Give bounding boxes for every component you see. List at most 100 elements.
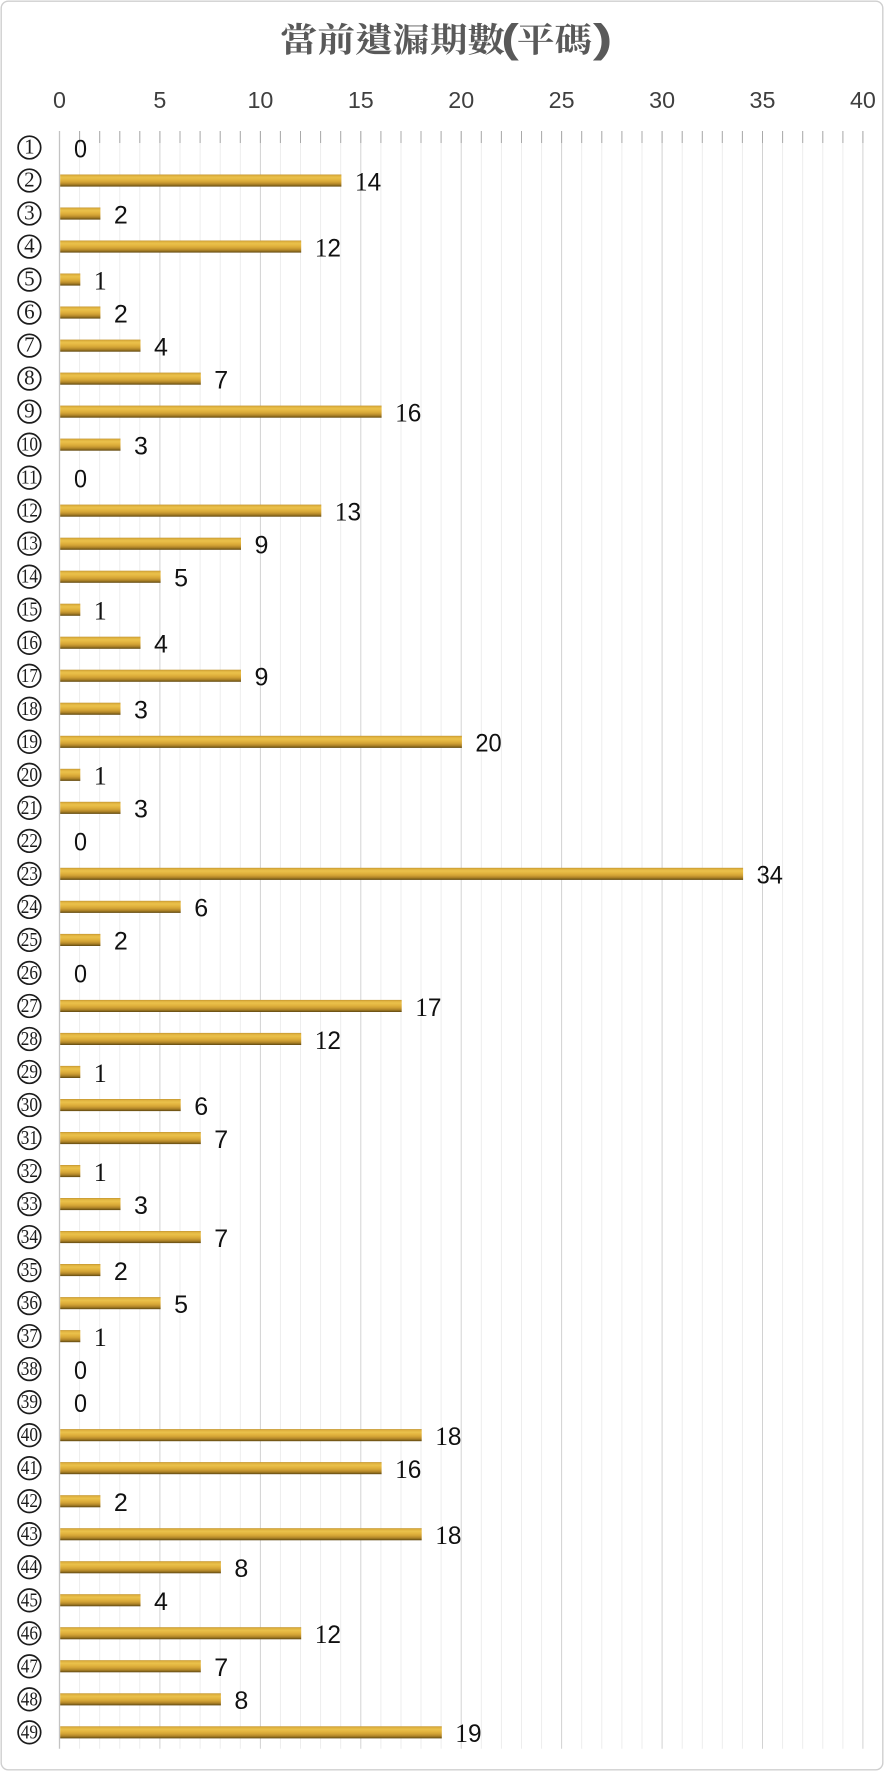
svg-text:20: 20 bbox=[475, 730, 501, 758]
svg-text:1: 1 bbox=[94, 1323, 107, 1352]
svg-text:1: 1 bbox=[94, 762, 107, 791]
svg-text:19: 19 bbox=[455, 1719, 481, 1748]
svg-text:4: 4 bbox=[154, 1588, 168, 1616]
svg-text:14: 14 bbox=[355, 167, 381, 196]
svg-text:4: 4 bbox=[154, 631, 168, 659]
svg-text:36: 36 bbox=[21, 1292, 38, 1314]
svg-text:0: 0 bbox=[74, 135, 87, 163]
svg-text:11: 11 bbox=[21, 467, 38, 489]
svg-text:7: 7 bbox=[214, 1654, 228, 1682]
svg-text:12: 12 bbox=[315, 233, 341, 262]
svg-text:3: 3 bbox=[134, 433, 148, 461]
svg-text:4: 4 bbox=[154, 333, 168, 361]
svg-text:7: 7 bbox=[24, 333, 35, 357]
svg-text:12: 12 bbox=[21, 500, 38, 522]
svg-text:6: 6 bbox=[194, 895, 208, 923]
svg-text:27: 27 bbox=[21, 995, 38, 1017]
svg-text:0: 0 bbox=[74, 1357, 87, 1385]
svg-text:30: 30 bbox=[649, 87, 675, 113]
svg-text:7: 7 bbox=[214, 1126, 228, 1154]
svg-text:6: 6 bbox=[194, 1093, 208, 1121]
svg-text:39: 39 bbox=[21, 1391, 38, 1413]
svg-text:2: 2 bbox=[114, 1258, 128, 1286]
svg-text:3: 3 bbox=[134, 796, 148, 824]
svg-text:2: 2 bbox=[24, 168, 35, 192]
svg-text:3: 3 bbox=[24, 201, 35, 225]
svg-text:4: 4 bbox=[24, 234, 35, 258]
svg-text:40: 40 bbox=[21, 1424, 38, 1446]
svg-text:31: 31 bbox=[21, 1127, 38, 1149]
svg-text:10: 10 bbox=[247, 87, 273, 113]
svg-text:0: 0 bbox=[74, 961, 87, 989]
svg-text:45: 45 bbox=[21, 1589, 38, 1611]
svg-text:13: 13 bbox=[335, 498, 361, 527]
svg-text:25: 25 bbox=[21, 929, 38, 951]
svg-text:15: 15 bbox=[348, 87, 374, 113]
svg-text:): ) bbox=[593, 17, 613, 61]
svg-text:16: 16 bbox=[21, 632, 38, 654]
svg-text:8: 8 bbox=[24, 366, 35, 390]
svg-text:41: 41 bbox=[21, 1457, 38, 1479]
svg-text:2: 2 bbox=[114, 201, 128, 229]
svg-text:5: 5 bbox=[24, 267, 35, 291]
svg-text:0: 0 bbox=[53, 87, 66, 113]
svg-text:29: 29 bbox=[21, 1061, 38, 1083]
svg-text:17: 17 bbox=[21, 665, 38, 687]
svg-text:18: 18 bbox=[435, 1521, 461, 1550]
svg-text:30: 30 bbox=[21, 1094, 38, 1116]
svg-text:0: 0 bbox=[74, 466, 87, 494]
svg-text:7: 7 bbox=[214, 366, 228, 394]
svg-text:3: 3 bbox=[134, 697, 148, 725]
svg-text:1: 1 bbox=[24, 135, 35, 159]
svg-text:1: 1 bbox=[94, 266, 107, 295]
svg-text:33: 33 bbox=[21, 1193, 38, 1215]
svg-text:19: 19 bbox=[21, 731, 38, 753]
svg-text:8: 8 bbox=[234, 1687, 248, 1715]
svg-text:25: 25 bbox=[549, 87, 575, 113]
svg-text:6: 6 bbox=[24, 300, 35, 324]
svg-text:12: 12 bbox=[315, 1026, 341, 1055]
svg-text:22: 22 bbox=[21, 830, 38, 852]
svg-text:35: 35 bbox=[750, 87, 776, 113]
svg-text:43: 43 bbox=[21, 1523, 38, 1545]
svg-text:15: 15 bbox=[21, 599, 38, 621]
svg-text:9: 9 bbox=[24, 399, 35, 423]
svg-text:16: 16 bbox=[395, 1455, 421, 1484]
svg-text:40: 40 bbox=[850, 87, 876, 113]
svg-text:2: 2 bbox=[114, 1489, 128, 1517]
svg-text:28: 28 bbox=[21, 1028, 38, 1050]
svg-text:8: 8 bbox=[234, 1555, 248, 1583]
svg-text:1: 1 bbox=[94, 597, 107, 626]
svg-text:35: 35 bbox=[21, 1259, 38, 1281]
svg-text:18: 18 bbox=[435, 1422, 461, 1451]
svg-text:46: 46 bbox=[21, 1622, 38, 1644]
svg-text:1: 1 bbox=[94, 1059, 107, 1088]
svg-text:37: 37 bbox=[21, 1325, 38, 1347]
svg-text:44: 44 bbox=[21, 1556, 38, 1578]
svg-text:48: 48 bbox=[21, 1688, 38, 1710]
svg-text:16: 16 bbox=[395, 398, 421, 427]
svg-text:9: 9 bbox=[255, 664, 269, 692]
svg-text:9: 9 bbox=[255, 532, 269, 560]
svg-text:2: 2 bbox=[114, 300, 128, 328]
svg-text:5: 5 bbox=[153, 87, 166, 113]
svg-text:23: 23 bbox=[21, 863, 38, 885]
svg-text:3: 3 bbox=[134, 1192, 148, 1220]
svg-text:38: 38 bbox=[21, 1358, 38, 1380]
svg-text:32: 32 bbox=[21, 1160, 38, 1182]
svg-text:7: 7 bbox=[214, 1225, 228, 1253]
svg-text:5: 5 bbox=[174, 1291, 188, 1319]
svg-text:47: 47 bbox=[21, 1655, 38, 1677]
svg-text:20: 20 bbox=[448, 87, 474, 113]
svg-text:0: 0 bbox=[74, 829, 87, 857]
svg-text:42: 42 bbox=[21, 1490, 38, 1512]
svg-text:26: 26 bbox=[21, 962, 38, 984]
svg-text:17: 17 bbox=[415, 993, 441, 1022]
svg-text:12: 12 bbox=[315, 1620, 341, 1649]
svg-text:34: 34 bbox=[21, 1226, 38, 1248]
svg-text:49: 49 bbox=[21, 1721, 38, 1743]
svg-text:(: ( bbox=[501, 17, 519, 61]
svg-text:5: 5 bbox=[174, 565, 188, 593]
svg-text:20: 20 bbox=[21, 764, 38, 786]
svg-text:1: 1 bbox=[94, 1158, 107, 1187]
